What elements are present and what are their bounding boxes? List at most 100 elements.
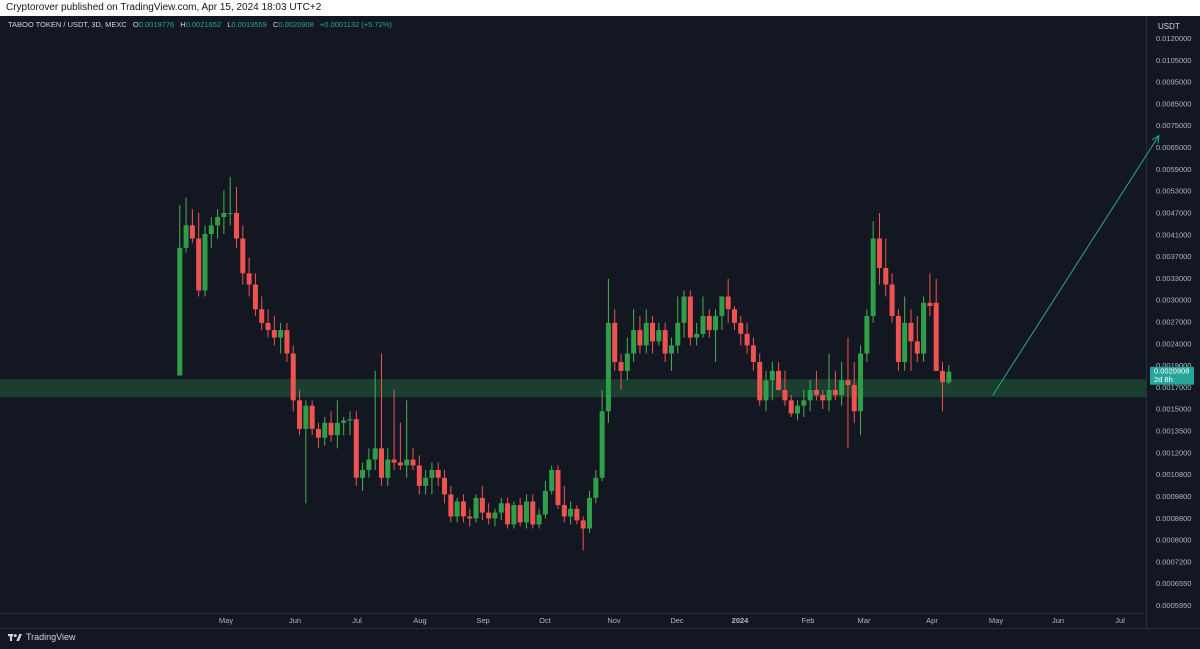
candle-body	[391, 459, 397, 463]
candle-body	[202, 234, 208, 291]
price-tick-label: 0.0009800	[1156, 492, 1191, 501]
candle-body	[549, 469, 555, 491]
candle-body	[813, 389, 819, 396]
price-tick-label: 0.0041000	[1156, 230, 1191, 239]
price-tick-label: 0.0012000	[1156, 448, 1191, 457]
candle-body	[870, 238, 876, 316]
candle-body	[700, 315, 706, 334]
high-value: 0.0021652	[185, 20, 222, 29]
candle-body	[612, 322, 618, 363]
price-tick-label: 0.0085000	[1156, 99, 1191, 108]
candle-body	[486, 512, 492, 519]
time-tick-label: Jun	[1052, 616, 1064, 625]
candle-body	[605, 322, 611, 412]
candle-body	[542, 490, 548, 515]
time-tick-label: Nov	[607, 616, 621, 625]
candle-body	[448, 494, 454, 517]
last-price-tag: 0.0020908 2d 8h	[1150, 366, 1194, 385]
candle-body	[498, 503, 504, 513]
candle-body	[460, 501, 466, 517]
candle-body	[303, 405, 309, 429]
candle-body	[782, 389, 788, 401]
candle-body	[940, 370, 946, 383]
candle-body	[271, 330, 277, 338]
candle-body	[259, 309, 265, 323]
candle-body	[561, 505, 567, 517]
candle-body	[372, 448, 378, 460]
last-price-value: 0.0020908	[1154, 367, 1189, 376]
candle-body	[719, 296, 725, 316]
tradingview-brand[interactable]: TradingView	[8, 632, 76, 642]
candle-body	[681, 296, 687, 323]
candle-body	[839, 380, 845, 396]
time-tick-label: May	[219, 616, 233, 625]
price-tick-label: 0.0037000	[1156, 252, 1191, 261]
candle-body	[297, 400, 303, 429]
price-tick-label: 0.0075000	[1156, 121, 1191, 130]
candle-body	[921, 302, 927, 354]
candle-body	[473, 497, 479, 519]
candle-body	[429, 469, 435, 478]
support-zone	[0, 379, 1146, 398]
time-tick-label: May	[989, 616, 1003, 625]
candle-body	[574, 508, 580, 521]
time-tick-label: Apr	[926, 616, 938, 625]
tradingview-logo-icon	[8, 633, 22, 641]
candle-body	[845, 380, 851, 386]
high-label: H	[180, 20, 186, 29]
price-tick-label: 0.0024000	[1156, 339, 1191, 348]
candle-body	[246, 273, 252, 285]
candle-body	[946, 371, 952, 383]
candle-body	[523, 501, 529, 523]
candle-body	[404, 459, 410, 466]
candle-body	[360, 469, 366, 478]
low-label: L	[227, 20, 232, 29]
candle-body	[637, 330, 643, 346]
candle-body	[177, 247, 183, 376]
candle-body	[252, 284, 258, 310]
candle-body	[902, 322, 908, 363]
candle-body	[353, 419, 359, 478]
candle-body	[650, 322, 656, 342]
footer-bar	[0, 628, 1200, 649]
candle-body	[757, 362, 763, 401]
candle-body	[442, 477, 448, 495]
candle-body	[713, 315, 719, 331]
candle-body	[826, 389, 832, 401]
publish-info: Cryptorover published on TradingView.com…	[6, 2, 322, 13]
time-tick-label: Mar	[858, 616, 871, 625]
time-axis[interactable]	[0, 613, 1146, 629]
candle-body	[385, 459, 391, 478]
candle-body	[341, 420, 347, 423]
candle-body	[832, 389, 838, 396]
time-tick-label: 2024	[732, 616, 750, 625]
candle-body	[530, 501, 536, 525]
candle-body	[536, 514, 542, 525]
candle-body	[801, 400, 807, 406]
candle-body	[668, 345, 674, 354]
candle-body	[883, 267, 889, 285]
price-tick-label: 0.0013500	[1156, 427, 1191, 436]
close-value: 0.0020908	[278, 20, 314, 29]
time-tick-label: Jul	[1115, 616, 1125, 625]
price-tick-label: 0.0010800	[1156, 470, 1191, 479]
brand-name: TradingView	[26, 632, 76, 642]
candle-body	[309, 405, 315, 429]
price-tick-label: 0.0008800	[1156, 514, 1191, 523]
candle-body	[750, 345, 756, 363]
candle-body	[624, 353, 630, 371]
candle-body	[769, 370, 775, 381]
candle-body	[631, 330, 637, 354]
candle-body	[315, 428, 321, 438]
candle-body	[189, 225, 195, 239]
candle-body	[656, 330, 662, 342]
candle-body	[788, 400, 794, 414]
price-tick-label: 0.0030000	[1156, 296, 1191, 305]
symbol-legend: TABOO TOKEN / USDT, 3D, MEXC O0.0019776 …	[8, 20, 392, 29]
candle-body	[763, 380, 769, 401]
price-axis[interactable]	[1146, 16, 1200, 628]
close-label: C	[272, 20, 279, 29]
time-tick-label: Jul	[352, 616, 362, 625]
candle-body	[196, 238, 202, 291]
candle-body	[366, 459, 372, 470]
